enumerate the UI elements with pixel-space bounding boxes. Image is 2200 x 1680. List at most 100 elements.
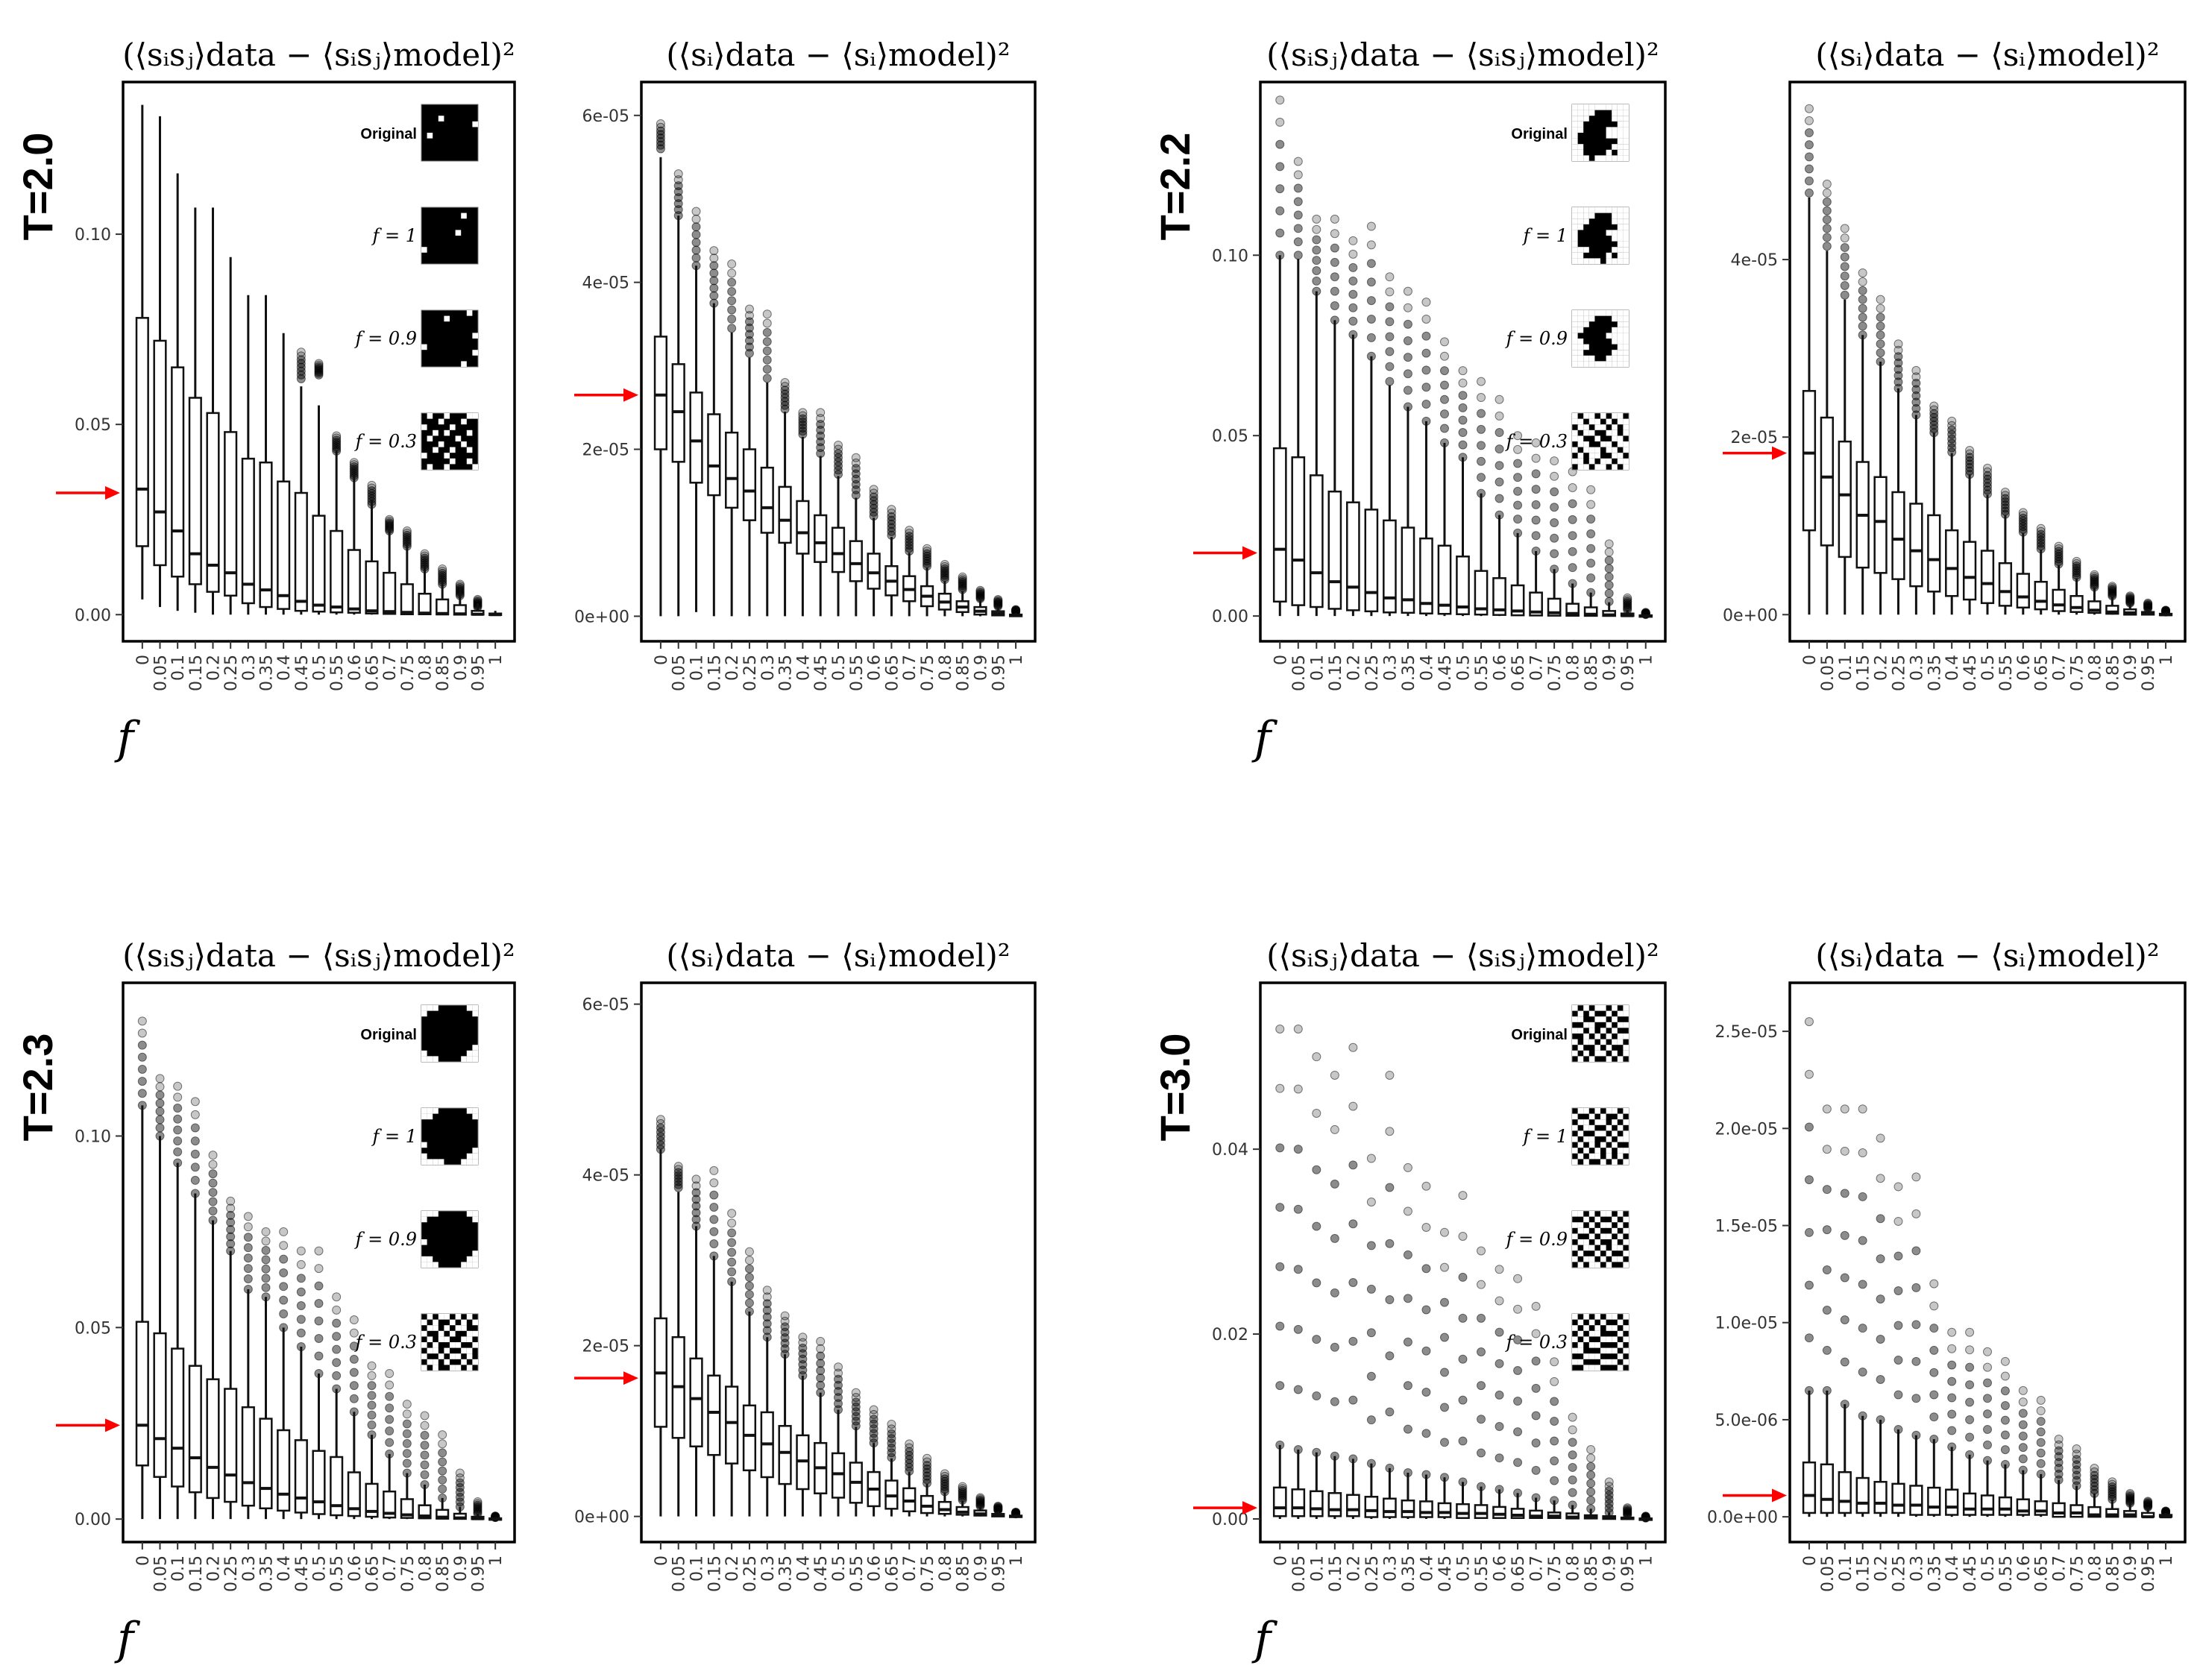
outlier-point [1929,1324,1939,1333]
lattice-cell [1583,310,1589,316]
outlier-point [1531,485,1541,494]
outlier-point [1568,1412,1577,1422]
outlier-point [420,1460,430,1470]
outlier-point [1568,1475,1577,1485]
outlier-point [834,1368,843,1378]
lattice-cell [1623,327,1629,333]
outlier-point [2036,1417,2046,1426]
outlier-point [2018,508,2028,517]
outlier-point [261,1264,271,1274]
lattice-cell [1623,213,1629,219]
x-tick-label: 0.8 [1565,655,1583,681]
outlier-point [798,420,808,430]
outlier-point [2072,1444,2081,1453]
lattice-cell [427,1005,433,1011]
outlier-point [1586,1453,1596,1463]
outlier-point [691,245,701,255]
outlier-point [1439,1368,1449,1377]
box-iqr [1927,1486,1941,1516]
outlier-point [438,1430,447,1440]
box-iqr [1855,1476,1870,1514]
box-0.7 [902,526,917,617]
lattice-cell [1600,1245,1606,1251]
lattice-cell [1577,258,1584,264]
outlier-point [905,1439,914,1449]
outlier-point [367,1400,377,1410]
outlier-point [1403,1163,1412,1172]
lattice-cell [1594,1216,1600,1223]
lattice-cell [1583,1148,1589,1154]
box-iqr [1419,1500,1433,1518]
lattice-cell [421,1211,427,1217]
lattice-cell [1612,447,1618,453]
lattice-cell [1572,207,1578,213]
lattice-cell [427,435,433,441]
lattice-cell [1572,1325,1578,1331]
box-iqr [1437,1502,1452,1518]
outlier-point [1586,485,1596,494]
box-iqr [689,391,703,484]
outlier-point [727,1218,737,1228]
lattice-cell [1583,413,1589,419]
outlier-point [1586,1470,1596,1480]
outlier-point [420,1411,430,1421]
lattice-cell [1606,149,1612,156]
outlier-point [709,246,719,256]
outlier-point [1495,1390,1504,1400]
x-tick-label: 0.5 [830,1555,849,1582]
lattice-cell [1577,1142,1584,1148]
lattice-cell [433,1347,439,1354]
lattice-cell [1577,213,1584,219]
lattice-cell [421,1330,427,1337]
outlier-point [1439,1403,1449,1412]
outlier-point [1513,1365,1523,1375]
box-0.4 [1419,298,1433,617]
lattice-cell [1583,1119,1589,1125]
outlier-point [190,1123,200,1133]
box-0.65 [365,1361,379,1520]
box-iqr [1492,1506,1506,1520]
panel-title: (⟨sᵢsⱼ⟩data − ⟨sᵢsⱼ⟩model)² [1266,937,1659,974]
outlier-point [349,1381,359,1391]
x-tick-label: 0.3 [759,655,778,681]
outlier-point [1947,1393,1957,1403]
lattice-cell [1583,1022,1589,1028]
lattice-cell [1577,464,1584,470]
lattice-cell [461,1319,467,1326]
box-0.1 [1838,224,1852,615]
lattice-cell [433,1342,439,1348]
lattice-cell [1617,1034,1624,1039]
x-tick-label: 0.45 [293,1555,312,1592]
outlier-point [673,1183,683,1192]
lattice-cell [1594,1314,1600,1320]
lattice-cell [1572,155,1578,161]
outlier-point [923,554,932,564]
outlier-point [2000,1356,2010,1366]
lattice-cell [1588,110,1595,116]
outlier-point [1421,348,1431,358]
x-tick-label: 0.3 [1908,1555,1926,1582]
lattice-cell [1572,218,1578,224]
outlier-point [1403,1381,1412,1391]
box-0.15 [1855,1104,1870,1517]
lattice-cell [1612,258,1618,264]
outlier-point [1439,424,1449,433]
box-iqr [153,339,167,567]
outlier-point [709,283,719,293]
box-0.3 [241,1212,255,1520]
box-0 [1802,104,1817,615]
outlier-point [1983,471,1992,480]
box-0.9 [1602,539,1617,617]
lattice-cell [1623,252,1629,259]
lattice-cell [466,447,473,453]
outlier-point [1893,365,1903,374]
outlier-point [1458,1354,1468,1364]
outlier-point [1312,1278,1321,1288]
outlier-point [762,337,772,347]
y-tick-label: 5.0e-06 [1715,1412,1778,1430]
outlier-point [1513,1458,1523,1467]
y-tick-label: 0.05 [75,416,111,435]
outlier-point [1568,547,1577,556]
outlier-point [851,1397,861,1407]
outlier-point [1586,1496,1596,1506]
